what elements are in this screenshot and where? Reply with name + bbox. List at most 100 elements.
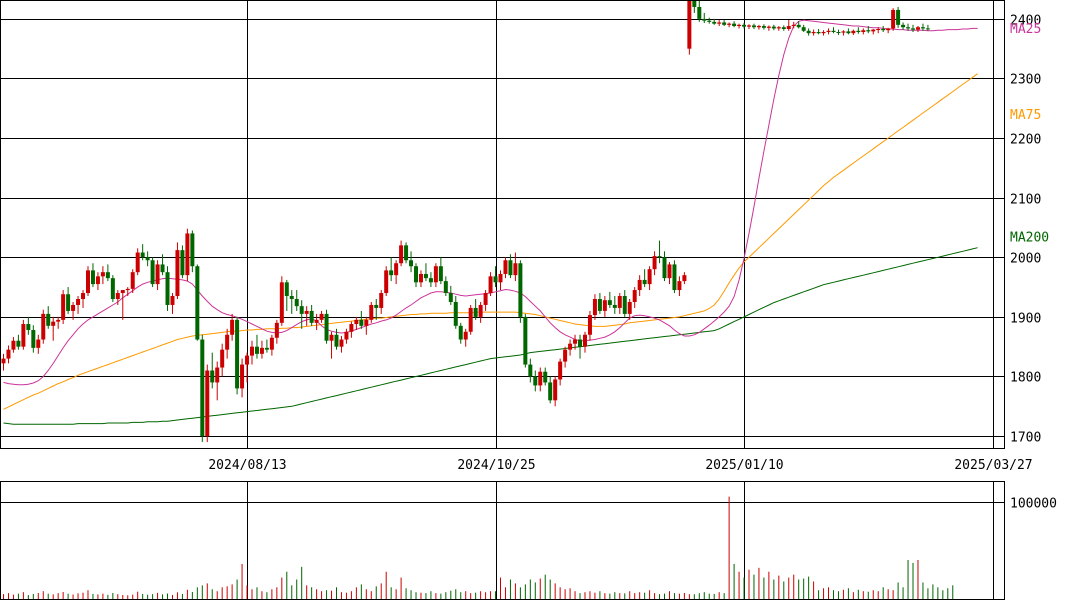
volume-bar (509, 579, 511, 599)
volume-bar (107, 594, 109, 599)
candle-up (811, 31, 816, 34)
price-grid (1, 1, 1004, 448)
volume-bar (574, 591, 576, 599)
volume-bar (350, 591, 352, 599)
volume-bar (678, 593, 680, 599)
candle-down (925, 28, 930, 30)
candle-up (876, 29, 881, 31)
candle-up (553, 379, 558, 401)
candle-up (259, 347, 264, 354)
candle-down (90, 270, 95, 285)
volume-bar (872, 590, 874, 599)
candle-down (901, 24, 906, 28)
candle-up (766, 26, 771, 28)
volume-bar (485, 592, 487, 599)
volume-bar (62, 591, 64, 599)
volume-bar (340, 592, 342, 599)
volume-bar (475, 592, 477, 599)
candle-down (722, 22, 727, 25)
candle-down (597, 299, 602, 311)
candle-up (364, 319, 369, 326)
candle-down (284, 282, 289, 297)
candle-down (309, 310, 314, 323)
candle-up (329, 334, 334, 341)
candle-down (140, 252, 145, 258)
candle-down (414, 266, 419, 283)
candle-down (374, 304, 379, 308)
candle-up (503, 260, 508, 274)
candle-up (558, 361, 563, 380)
candle-down (607, 300, 612, 305)
volume-bar (236, 579, 238, 599)
date-tick-label: 2025/03/27 (954, 458, 1032, 473)
candle-up (220, 349, 225, 368)
volume-bar (778, 575, 780, 599)
candle-up (463, 331, 468, 340)
candle-down (493, 276, 498, 283)
volume-bar (266, 592, 268, 599)
candle-down (712, 21, 717, 24)
volume-bar (321, 591, 323, 599)
candle-up (826, 30, 831, 32)
candle-down (195, 266, 200, 340)
volume-bar (82, 592, 84, 599)
candle-up (498, 273, 503, 283)
volume-bar (281, 577, 283, 599)
volume-bar (311, 587, 313, 599)
volume-bar (201, 585, 203, 599)
volume-bar (430, 591, 432, 599)
volume-bar (559, 587, 561, 599)
volume-bar (87, 590, 89, 599)
candle-down (732, 23, 737, 27)
candle-down (906, 27, 911, 29)
volume-bar (122, 595, 124, 599)
volume-bar (345, 592, 347, 599)
volume-bar (331, 590, 333, 599)
candle-up (468, 307, 473, 332)
volume-bar (375, 586, 377, 599)
volume-bar (892, 590, 894, 599)
candle-up (399, 245, 404, 264)
volume-bar (440, 593, 442, 599)
candle-down (796, 24, 801, 28)
volume-bar (405, 588, 407, 599)
volume-bars (3, 496, 954, 599)
candle-down (31, 329, 36, 348)
candle-up (85, 270, 90, 294)
candle-up (727, 23, 732, 25)
candle-up (185, 233, 190, 276)
volume-bar (286, 571, 288, 599)
candle-up (513, 263, 518, 276)
candle-down (289, 296, 294, 299)
volume-bar (211, 589, 213, 599)
volume-bar (659, 594, 661, 599)
volume-bar (544, 574, 546, 599)
volume-bar (644, 592, 646, 599)
volume-bar (206, 583, 208, 599)
candle-down (836, 31, 841, 33)
candle-up (647, 269, 652, 285)
volume-bar (549, 579, 551, 599)
volume-bar (171, 594, 173, 599)
volume-bar (191, 591, 193, 599)
volume-bar (534, 582, 536, 599)
volume-bar (316, 589, 318, 599)
candle-up (786, 26, 791, 30)
volume-bar (907, 560, 909, 599)
volume-bar (808, 576, 810, 599)
volume-bar (117, 594, 119, 599)
candle-up (573, 339, 578, 344)
price-tick-label: 2100 (1010, 193, 1041, 208)
candle-down (816, 31, 821, 34)
candle-up (240, 364, 245, 389)
candle-up (11, 340, 16, 350)
candle-down (528, 364, 533, 377)
candle-down (438, 266, 443, 282)
candle-down (46, 313, 51, 326)
candle-down (453, 301, 458, 326)
volume-bar (683, 592, 685, 599)
volume-bar (897, 582, 899, 599)
volume-bar (112, 592, 114, 599)
candle-up (563, 349, 568, 362)
candle-up (682, 275, 687, 282)
